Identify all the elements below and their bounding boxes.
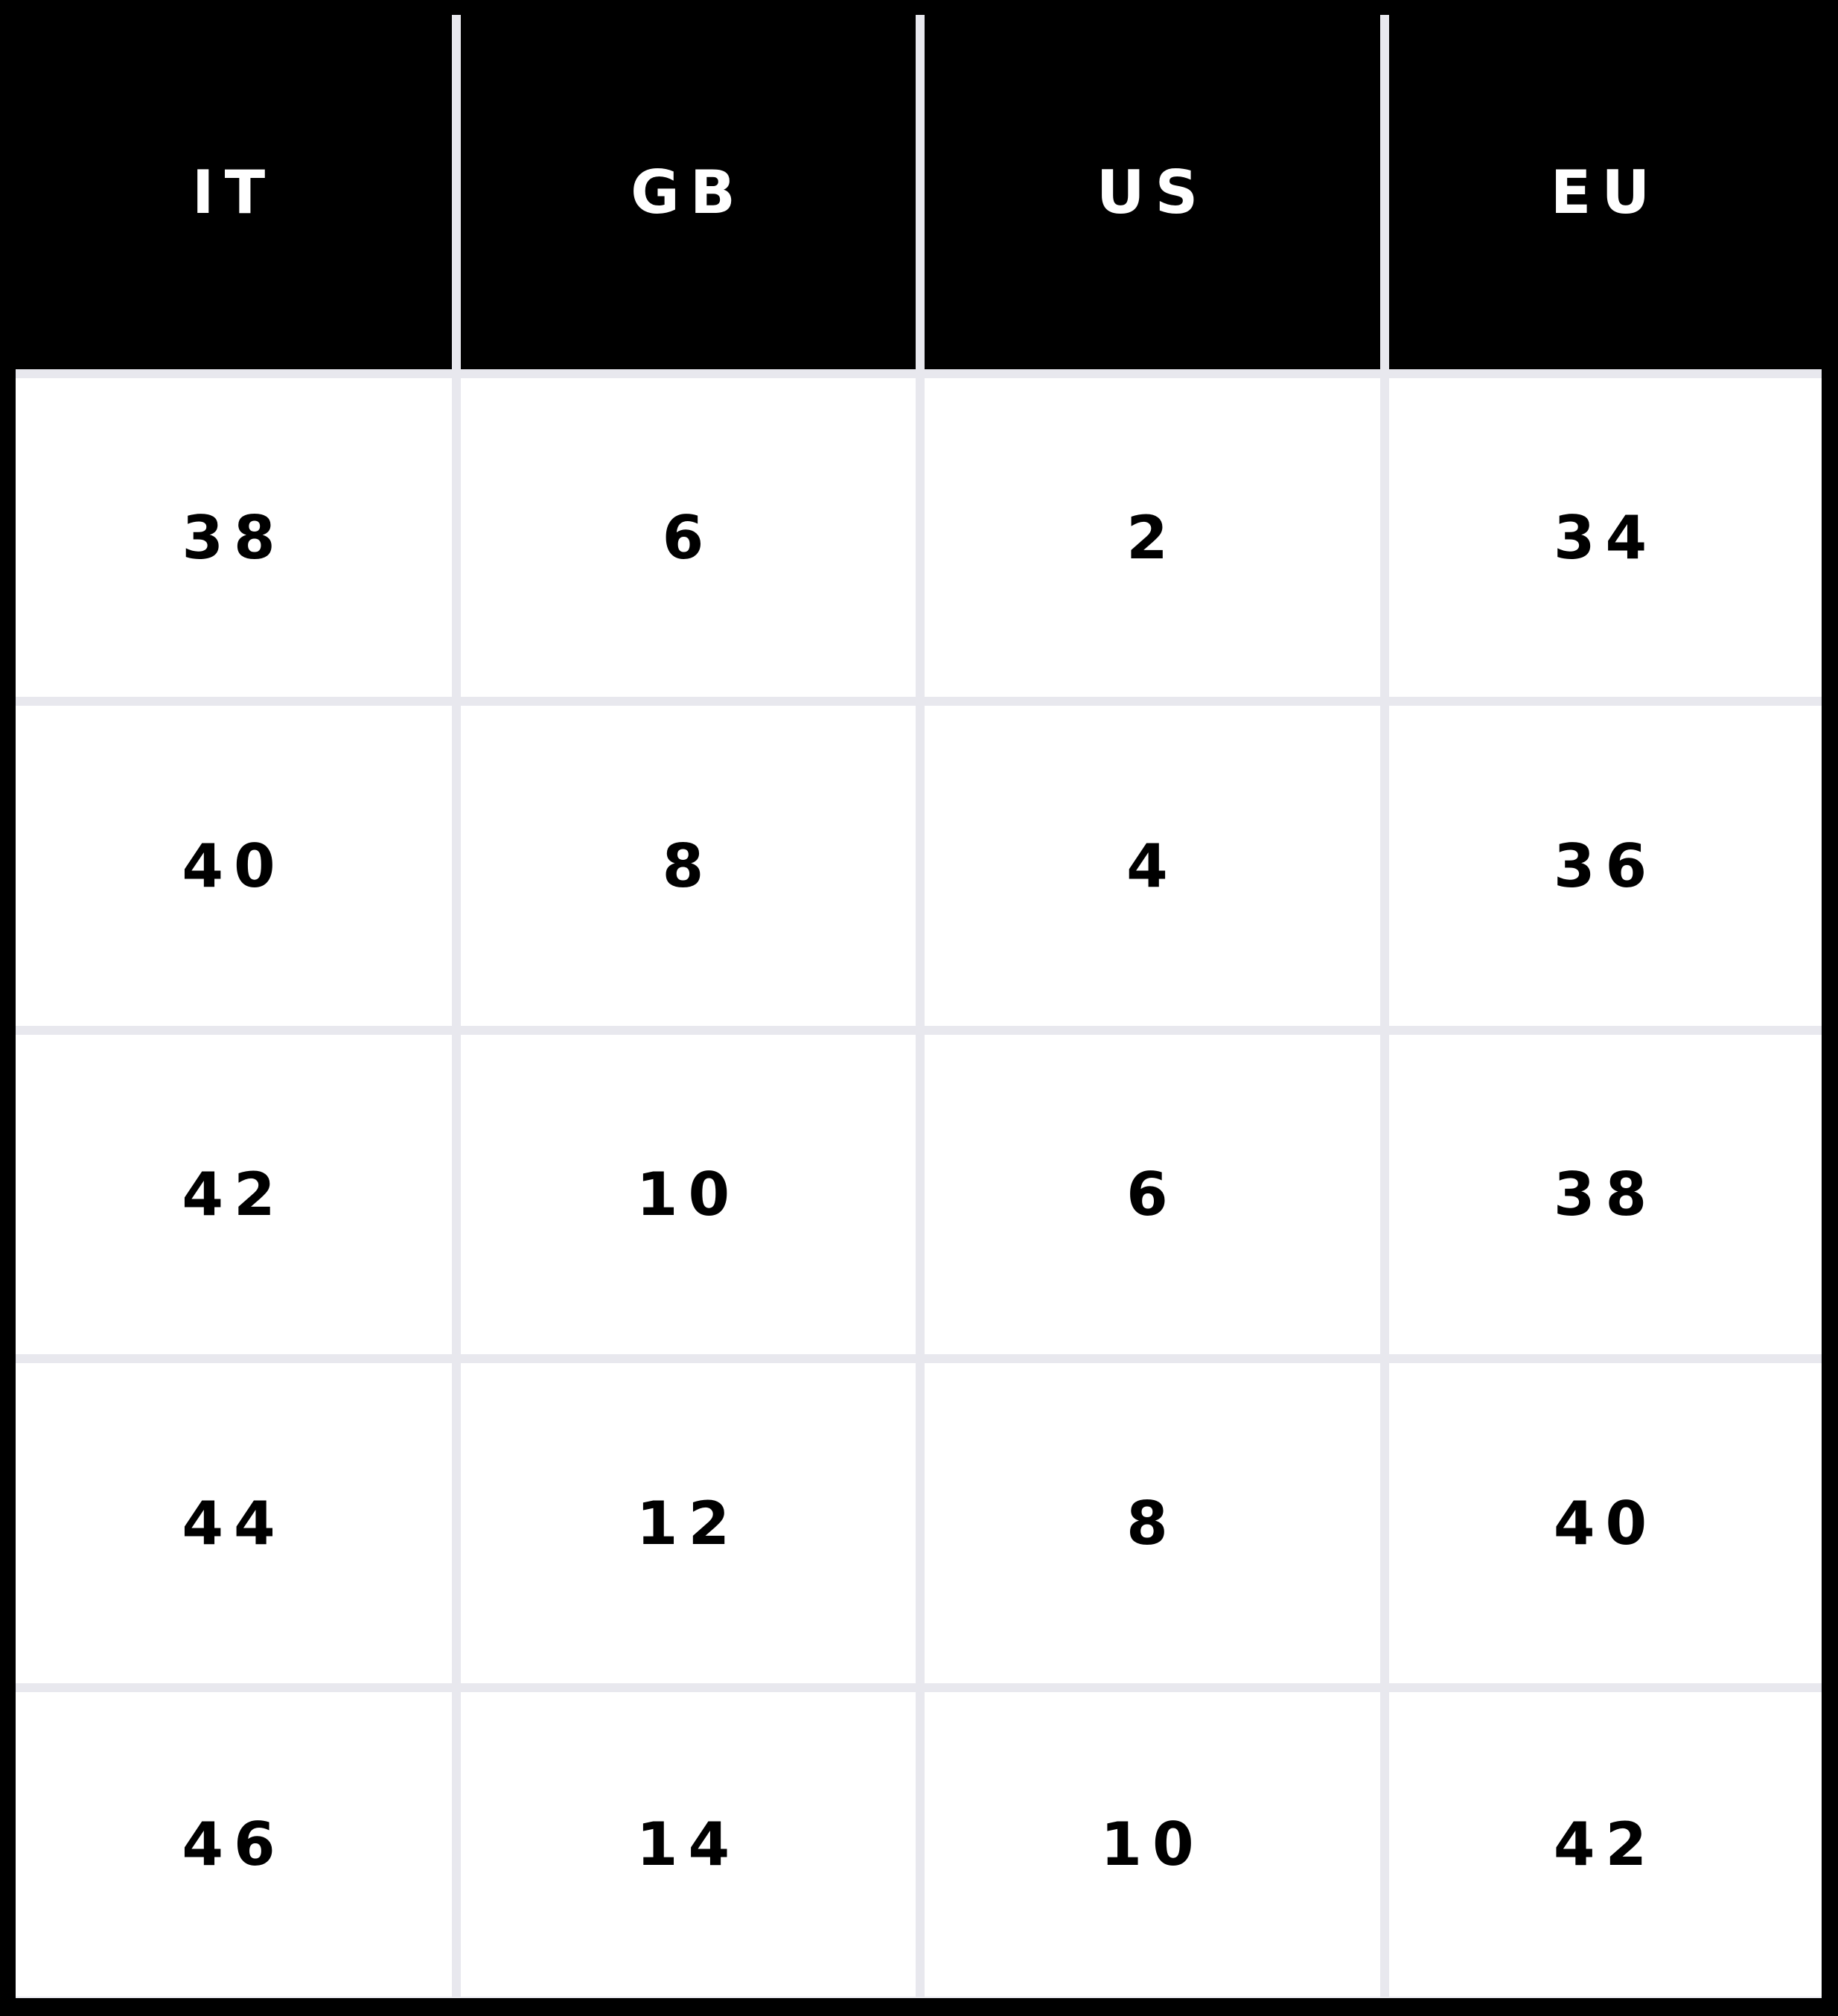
size-conversion-table: IT GB US EU 38 6 2 34 40 8 4 36 42 10 6 …	[16, 15, 1822, 1998]
table-cell: 10	[461, 1035, 916, 1354]
table-cell: 40	[1389, 1363, 1822, 1683]
header-it: IT	[16, 15, 452, 369]
table-cell: 36	[1389, 706, 1822, 1026]
table-cell: 6	[461, 378, 916, 697]
header-gb: GB	[461, 15, 916, 369]
table-cell: 14	[461, 1692, 916, 1997]
table-cell: 42	[16, 1035, 452, 1354]
table-cell: 34	[1389, 378, 1822, 697]
header-eu: EU	[1389, 15, 1822, 369]
table-cell: 4	[925, 706, 1380, 1026]
table-cell: 42	[1389, 1692, 1822, 1997]
table-cell: 38	[1389, 1035, 1822, 1354]
table-cell: 8	[461, 706, 916, 1026]
table-cell: 10	[925, 1692, 1380, 1997]
table-cell: 2	[925, 378, 1380, 697]
table-cell: 46	[16, 1692, 452, 1997]
table-cell: 44	[16, 1363, 452, 1683]
table-cell: 40	[16, 706, 452, 1026]
header-us: US	[925, 15, 1380, 369]
table-cell: 12	[461, 1363, 916, 1683]
table-cell: 8	[925, 1363, 1380, 1683]
table-cell: 6	[925, 1035, 1380, 1354]
table-cell: 38	[16, 378, 452, 697]
